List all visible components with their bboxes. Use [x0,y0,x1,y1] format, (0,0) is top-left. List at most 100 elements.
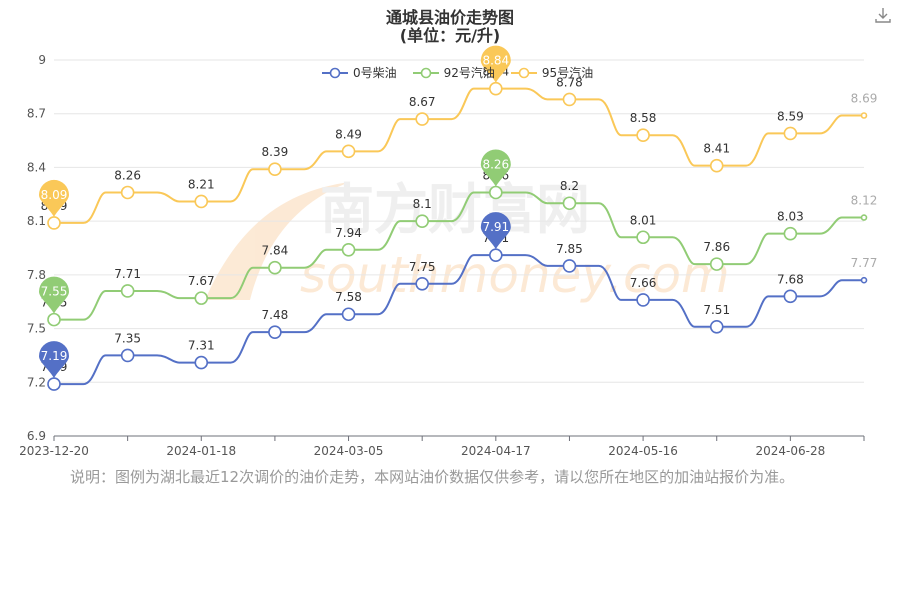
data-label: 7.84 [262,244,289,258]
data-label: 7.85 [556,242,583,256]
pin-marker: 8.84 [480,45,511,83]
data-point[interactable] [341,144,356,159]
data-point[interactable] [47,312,61,327]
pin-shape [39,341,69,379]
data-label: 8.58 [630,111,657,125]
legend-item[interactable]: 92号汽油 [412,64,495,81]
y-tick-label: 7.8 [27,268,46,282]
legend-swatch [412,67,439,78]
data-label: 8.2 [560,179,579,193]
legend-swatch [322,67,348,78]
data-label: 7.66 [630,276,657,290]
y-tick-label: 6.9 [27,429,46,443]
data-point[interactable] [636,293,650,307]
data-point[interactable] [194,194,209,209]
data-point[interactable] [636,128,650,142]
download-icon[interactable] [874,6,892,24]
data-point[interactable] [860,112,868,119]
pin-shape [480,45,511,83]
data-label: 8.41 [703,142,730,156]
data-point[interactable] [783,289,798,304]
y-tick-label: 8.7 [27,107,46,121]
data-label: 7.86 [703,240,730,254]
chart-note: 说明：图例为湖北最近12次调价的油价走势，本网站油价数据仅供参考，请以您所在地区… [70,468,795,486]
pin-marker: 8.09 [39,179,69,217]
legend-label: 92号汽油 [443,66,495,80]
data-point[interactable] [194,355,209,370]
data-point[interactable] [415,214,429,228]
y-tick-label: 8.1 [27,214,46,228]
data-point[interactable] [341,307,356,322]
pin-label: 8.26 [482,157,509,171]
data-point[interactable] [709,257,724,271]
data-label: 8.78 [556,75,583,89]
data-label: 8.59 [777,109,804,123]
x-tick-label: 2024-06-28 [755,444,825,458]
data-point[interactable] [120,348,135,363]
legend-swatch [510,67,537,78]
data-point[interactable] [562,92,577,107]
data-point[interactable] [415,112,429,126]
pin-marker: 8.26 [480,149,511,187]
chart-title: 通城县油价走势图 [385,8,514,27]
data-point[interactable] [120,284,135,298]
data-point[interactable] [562,259,577,273]
data-point[interactable] [268,325,282,339]
legend-label: 95号汽油 [541,66,594,80]
watermark-cn: 南方财富网 [320,178,590,241]
data-point[interactable] [268,162,282,177]
pin-marker: 7.91 [480,212,511,250]
pin-label: 8.84 [482,54,509,68]
data-label: 7.67 [188,274,215,288]
data-point[interactable] [636,230,650,245]
pin-label: 7.91 [482,220,509,234]
data-point[interactable] [47,377,61,391]
data-point[interactable] [489,81,503,96]
data-point[interactable] [489,185,503,200]
data-label: 7.58 [335,290,362,304]
legend-item[interactable]: 95号汽油 [510,64,594,81]
data-point[interactable] [783,126,798,141]
pin-label: 8.09 [41,188,68,202]
y-tick-label: 7.5 [27,322,46,336]
data-label: 7.31 [188,339,215,353]
data-label: 7.35 [114,331,141,345]
pin-marker: 7.55 [39,276,69,314]
pin-shape [480,149,511,187]
data-point[interactable] [194,291,209,305]
pin-shape [39,179,69,217]
data-label: 8.39 [262,145,289,159]
data-point[interactable] [489,248,503,262]
data-label: 7.68 [777,272,804,286]
data-label: 8.03 [777,210,804,224]
data-point[interactable] [783,226,798,241]
data-point[interactable] [709,319,724,334]
pin-shape [480,212,511,250]
data-point[interactable] [709,158,724,173]
data-point[interactable] [860,214,868,221]
data-point[interactable] [47,216,61,230]
data-point[interactable] [860,276,868,284]
data-label: 7.94 [335,226,362,240]
series-line [54,254,864,386]
data-point[interactable] [341,242,356,257]
data-label: 8.67 [409,95,436,109]
x-tick-label: 2024-03-05 [314,444,384,458]
data-point[interactable] [120,185,135,200]
legend-item[interactable]: 0号柴油 [322,64,397,81]
x-tick-label: 2023-12-20 [19,444,89,458]
series-line [53,191,864,321]
data-label: 7.75 [409,260,436,274]
data-label: 7.51 [703,303,730,317]
data-point[interactable] [415,277,429,291]
data-label: 8.69 [851,92,878,106]
data-point[interactable] [268,260,282,275]
data-label: 7.71 [114,267,141,281]
data-label: 8.1 [413,197,432,211]
data-label: 8.49 [335,127,362,141]
data-label: 7.48 [262,308,289,322]
pin-label: 7.19 [41,349,68,363]
data-label: 8.21 [188,177,215,191]
data-point[interactable] [562,196,577,211]
